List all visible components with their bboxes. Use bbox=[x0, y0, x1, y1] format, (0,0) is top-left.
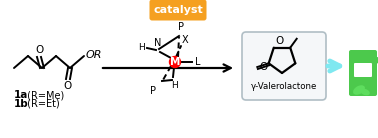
Text: P: P bbox=[178, 22, 184, 32]
Text: O: O bbox=[259, 62, 268, 72]
Text: X: X bbox=[182, 35, 189, 45]
Text: P: P bbox=[150, 86, 156, 96]
FancyBboxPatch shape bbox=[150, 0, 206, 21]
Text: H: H bbox=[170, 81, 177, 90]
Text: N: N bbox=[154, 38, 162, 48]
Ellipse shape bbox=[353, 85, 365, 95]
Text: OR: OR bbox=[86, 50, 102, 60]
Text: H: H bbox=[138, 43, 145, 52]
Text: M: M bbox=[170, 57, 180, 67]
Text: L: L bbox=[195, 57, 200, 67]
Text: (R=Me): (R=Me) bbox=[24, 90, 64, 100]
Text: O: O bbox=[35, 45, 43, 55]
FancyBboxPatch shape bbox=[242, 32, 326, 100]
Text: (R=Et): (R=Et) bbox=[24, 99, 60, 109]
Text: 1a: 1a bbox=[14, 90, 28, 100]
Text: γ-Valerolactone: γ-Valerolactone bbox=[251, 82, 317, 91]
Ellipse shape bbox=[360, 89, 370, 95]
Text: O: O bbox=[276, 36, 284, 46]
Circle shape bbox=[169, 56, 181, 67]
FancyBboxPatch shape bbox=[349, 50, 377, 96]
Polygon shape bbox=[375, 54, 378, 64]
Text: 1b: 1b bbox=[14, 99, 29, 109]
FancyBboxPatch shape bbox=[354, 63, 372, 77]
Text: catalyst: catalyst bbox=[153, 5, 203, 15]
Text: O: O bbox=[64, 81, 72, 91]
